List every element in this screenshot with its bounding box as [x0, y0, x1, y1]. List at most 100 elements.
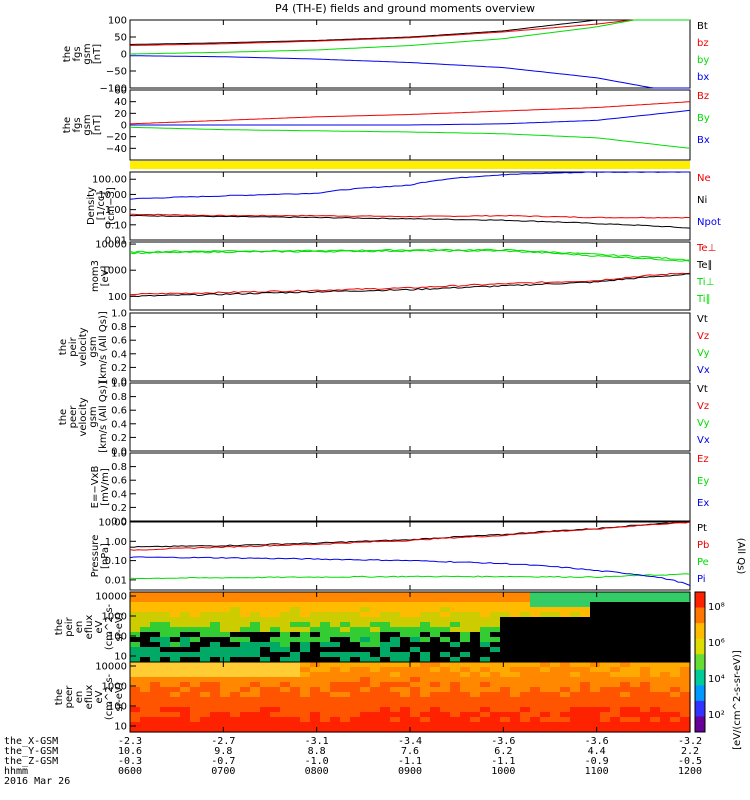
- spectrogram-cell: [570, 642, 581, 648]
- spectrogram-cell: [260, 617, 271, 623]
- spectrogram-cell: [440, 682, 451, 688]
- spectrogram-cell: [300, 607, 311, 613]
- spectrogram-cell: [260, 602, 271, 608]
- legend-entry: Pt: [697, 523, 707, 534]
- spectrogram-cell: [600, 602, 611, 608]
- spectrogram-cell: [380, 672, 391, 678]
- spectrogram-cell: [400, 727, 411, 733]
- spectrogram-cell: [490, 647, 501, 653]
- spectrogram-cell: [470, 662, 481, 668]
- spectrogram-cell: [190, 687, 201, 693]
- spectrogram-cell: [390, 727, 401, 733]
- spectrogram-cell: [210, 707, 221, 713]
- spectrogram-cell: [390, 682, 401, 688]
- spectrogram-cell: [380, 602, 391, 608]
- spectrogram-cell: [230, 622, 241, 628]
- spectrogram-cell: [630, 707, 641, 713]
- spectrogram-cell: [290, 597, 301, 603]
- y-tick-label: 10: [114, 722, 127, 733]
- spectrogram-cell: [650, 727, 661, 733]
- y-tick-label: 0.10: [105, 556, 127, 567]
- spectrogram-cell: [380, 687, 391, 693]
- spectrogram-cell: [580, 612, 591, 618]
- spectrogram-cell: [680, 647, 691, 653]
- spectrogram-cell: [620, 707, 631, 713]
- spectrogram-cell: [550, 612, 561, 618]
- spectrogram-cell: [380, 607, 391, 613]
- spectrogram-cell: [630, 677, 641, 683]
- spectrogram-cell: [590, 717, 601, 723]
- spectrogram-cell: [530, 622, 541, 628]
- spectrogram-cell: [230, 632, 241, 638]
- spectrogram-cell: [510, 652, 521, 658]
- spectrogram-cell: [260, 657, 271, 663]
- spectrogram-cell: [270, 672, 281, 678]
- spectrogram-cell: [640, 687, 651, 693]
- spectrogram-cell: [330, 617, 341, 623]
- spectrogram-cell: [540, 597, 551, 603]
- spectrogram-cell: [270, 652, 281, 658]
- spectrogram-cell: [440, 592, 451, 598]
- colorbar-segment: [695, 592, 705, 609]
- spectrogram-cell: [620, 712, 631, 718]
- spectrogram-cell: [480, 647, 491, 653]
- spectrogram-cell: [670, 622, 681, 628]
- spectrogram-cell: [390, 717, 401, 723]
- colorbar-segment: [695, 716, 705, 733]
- spectrogram-cell: [590, 622, 601, 628]
- spectrogram-cell: [130, 707, 141, 713]
- spectrogram-cell: [660, 682, 671, 688]
- spectrogram-cell: [300, 677, 311, 683]
- spectrogram-cell: [360, 632, 371, 638]
- spectrogram-cell: [550, 707, 561, 713]
- spectrogram-cell: [450, 717, 461, 723]
- spectrogram-cell: [600, 652, 611, 658]
- spectrogram-cell: [420, 682, 431, 688]
- spectrogram-cell: [430, 657, 441, 663]
- spectrogram-cell: [350, 627, 361, 633]
- spectrogram-cell: [670, 702, 681, 708]
- spectrogram-cell: [140, 612, 151, 618]
- spectrogram-cell: [280, 592, 291, 598]
- spectrogram-cell: [190, 632, 201, 638]
- spectrogram-cell: [370, 617, 381, 623]
- spectrogram-cell: [480, 687, 491, 693]
- spectrogram-cell: [260, 712, 271, 718]
- spectrogram-cell: [300, 592, 311, 598]
- spectrogram-cell: [280, 662, 291, 668]
- spectrogram-cell: [250, 652, 261, 658]
- spectrogram-cell: [530, 592, 541, 598]
- spectrogram-cell: [540, 617, 551, 623]
- spectrogram-cell: [340, 647, 351, 653]
- spectrogram-cell: [370, 652, 381, 658]
- spectrogram-cell: [140, 727, 151, 733]
- panel-frame: [129, 312, 691, 382]
- ephemeris-value: -2.7: [211, 736, 235, 747]
- spectrogram-cell: [340, 667, 351, 673]
- spectrogram-cell: [420, 642, 431, 648]
- spectrogram-cell: [200, 637, 211, 643]
- spectrogram-cell: [500, 697, 511, 703]
- spectrogram-cell: [170, 667, 181, 673]
- spectrogram-cell: [350, 657, 361, 663]
- legend-entry: Ex: [697, 498, 709, 509]
- spectrogram-cell: [210, 642, 221, 648]
- spectrogram-cell: [410, 657, 421, 663]
- spectrogram-cell: [250, 722, 261, 728]
- spectrogram-cell: [150, 722, 161, 728]
- spectrogram-cell: [370, 677, 381, 683]
- ephemeris-row-label: the_Z-GSM: [4, 756, 58, 767]
- spectrogram-cell: [630, 712, 641, 718]
- spectrogram-cell: [200, 597, 211, 603]
- y-axis-label: Density: [86, 187, 97, 225]
- spectrogram-cell: [310, 727, 321, 733]
- spectrogram-cell: [230, 657, 241, 663]
- spectrogram-cell: [580, 722, 591, 728]
- spectrogram-cell: [370, 607, 381, 613]
- spectrogram-cell: [530, 672, 541, 678]
- spectrogram-cell: [290, 687, 301, 693]
- spectrogram-cell: [370, 672, 381, 678]
- spectrogram-cell: [140, 717, 151, 723]
- spectrogram-cell: [430, 722, 441, 728]
